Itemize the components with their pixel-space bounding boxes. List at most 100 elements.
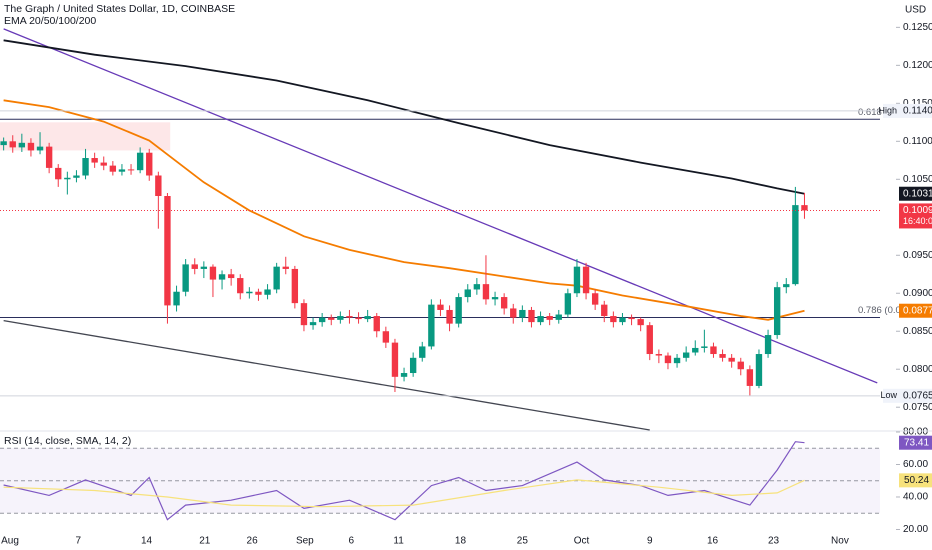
candle-body (373, 316, 380, 332)
candle-body (91, 158, 98, 163)
countdown: 16:40:03 (903, 216, 932, 226)
price-tag-label: 0.1009 (903, 205, 932, 216)
trendline (3, 28, 878, 384)
trendline (3, 319, 650, 431)
candle-body (100, 162, 107, 166)
tag-name-box (883, 103, 899, 118)
candle-body (73, 175, 80, 178)
candle-body (255, 291, 262, 295)
price-tag-label: 0.1031 (903, 188, 932, 199)
candle-body (546, 316, 553, 320)
candle-body (528, 309, 535, 323)
x-tick-label: 26 (247, 536, 259, 547)
x-tick-label: 16 (707, 536, 719, 547)
rsi-line (3, 441, 805, 521)
y-tick-label: 0.1250 (903, 22, 932, 33)
candle-body (655, 354, 663, 356)
price-tag (899, 203, 932, 229)
x-tick-label: 23 (768, 536, 780, 547)
candle-body (491, 297, 499, 300)
candle-body (146, 152, 153, 176)
candle-body (173, 291, 180, 306)
y-tick-label: 0.1050 (903, 174, 932, 185)
candle-body (446, 309, 453, 324)
candle-body (737, 361, 744, 370)
candle-body (382, 331, 390, 343)
candle-body (764, 335, 772, 355)
x-tick-label: Aug (1, 536, 19, 547)
price-tag (899, 388, 932, 403)
y-tick-label: 0.0850 (903, 326, 932, 337)
x-tick-label: Oct (574, 536, 590, 547)
candle-body (218, 274, 226, 280)
candle-body (500, 297, 508, 309)
candle-body (346, 316, 353, 318)
x-tick-label: 7 (75, 536, 81, 547)
candle-body (355, 317, 362, 320)
candle-body (127, 169, 135, 171)
fib-label: 0.786 (0.0868) (858, 305, 920, 316)
candle-body (419, 346, 426, 358)
candle-body (337, 316, 344, 320)
candle-body (755, 354, 763, 386)
x-tick-label: 25 (517, 536, 529, 547)
tag-name: Low (880, 390, 897, 400)
candle-body (746, 369, 754, 386)
rsi-title: RSI (14, close, SMA, 14, 2) (4, 435, 131, 447)
candle-body (300, 303, 308, 326)
candle-body (773, 287, 781, 336)
candle-body (628, 317, 635, 320)
rsi-tag-label: 73.41 (904, 437, 929, 448)
candle-body (209, 266, 217, 280)
x-tick-label: 11 (393, 536, 404, 547)
candle-body (328, 317, 335, 320)
rsi-tick-label: 40.00 (903, 492, 928, 503)
candle-body (18, 142, 26, 148)
candle-body (801, 205, 808, 211)
candle-body (155, 175, 162, 197)
y-tick-label: 0.0950 (903, 250, 932, 261)
candle-body (9, 141, 16, 148)
candle-body (400, 373, 408, 377)
x-tick-label: 18 (455, 536, 467, 547)
candle-body (64, 177, 71, 180)
candle-body (309, 322, 317, 326)
x-tick-label: Nov (831, 536, 849, 547)
candle-body (455, 297, 462, 324)
rsi-tick-label: 60.00 (903, 459, 928, 470)
ema-line (3, 39, 805, 195)
candle-body (428, 304, 435, 347)
price-tag-label: 0.0765 (903, 390, 932, 401)
candle-body (664, 355, 672, 364)
candle-body (36, 146, 44, 151)
candle-body (637, 319, 644, 326)
candle-body (482, 284, 490, 300)
rsi-tag-label: 50.24 (904, 475, 929, 486)
candle-body (0, 141, 7, 146)
candle-body (682, 352, 690, 358)
candle-body (646, 325, 653, 355)
candle-body (464, 289, 471, 298)
candle-body (55, 167, 62, 180)
candle-body (27, 142, 35, 151)
indicator-label: EMA 20/50/100/200 (4, 15, 96, 27)
candle-body (719, 354, 726, 358)
candle-body (601, 304, 608, 317)
candle-body (619, 317, 626, 323)
candle-body (182, 264, 189, 292)
price-tag (899, 103, 932, 118)
plot-layer: 0.1250 0.1200 0.1150 0.1100 0.1050 0.0950 0.09… (0, 22, 932, 547)
x-tick-label: 6 (348, 536, 354, 547)
candle-body (136, 152, 144, 171)
y-tick-label: 0.0900 (903, 288, 932, 299)
candle-body (564, 293, 572, 315)
candle-body (437, 304, 444, 310)
candle-body (200, 266, 208, 269)
candle-body (409, 357, 417, 374)
candle-body (473, 284, 481, 290)
candle-body (673, 357, 681, 364)
candle-body (519, 309, 526, 318)
